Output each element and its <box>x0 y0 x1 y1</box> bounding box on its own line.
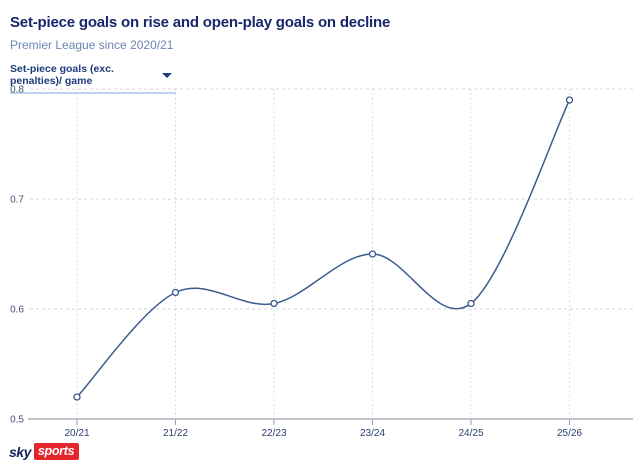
data-point-marker[interactable] <box>73 393 81 401</box>
x-tick-label: 23/24 <box>360 428 385 439</box>
data-point-marker[interactable] <box>467 299 475 308</box>
chart-canvas: 0.5 0.6 0.7 0.8 20/21 21/22 22/23 23/24 24/25 25/… <box>10 85 633 439</box>
data-point-marker[interactable] <box>270 299 278 308</box>
metric-dropdown-value: Set-piece goals (exc. penalties)/ game <box>10 63 114 87</box>
y-tick-label: 0.6 <box>10 305 24 316</box>
chart-header: Set-piece goals on rise and open-play go… <box>10 8 390 94</box>
y-tick-label: 0.8 <box>10 85 24 96</box>
chevron-down-icon <box>162 72 172 78</box>
page-title: Set-piece goals on rise and open-play go… <box>10 14 391 31</box>
metric-dropdown[interactable]: Set-piece goals (exc. penalties)/ game <box>10 61 176 94</box>
x-tick-label: 25/26 <box>557 428 582 439</box>
x-tick-label: 21/22 <box>163 428 188 439</box>
sports-logo-badge: sports <box>33 443 80 460</box>
sky-sports-logo: sky sports <box>9 443 80 460</box>
data-point-marker[interactable] <box>368 250 377 258</box>
y-tick-label: 0.7 <box>10 195 24 206</box>
sky-logo-text: sky <box>9 443 31 460</box>
x-tick-label: 22/23 <box>261 428 286 439</box>
line-chart: 0.5 0.6 0.7 0.8 20/21 21/22 22/23 23/24 24/25 25/… <box>0 82 640 465</box>
y-tick-label: 0.5 <box>10 415 24 426</box>
series-line <box>76 99 571 398</box>
data-point-marker[interactable] <box>565 96 574 104</box>
chart-subtitle: Premier League since 2020/21 <box>10 38 174 52</box>
x-tick-label: 20/21 <box>64 428 89 439</box>
x-tick-label: 24/25 <box>458 428 483 439</box>
data-point-marker[interactable] <box>171 288 180 297</box>
